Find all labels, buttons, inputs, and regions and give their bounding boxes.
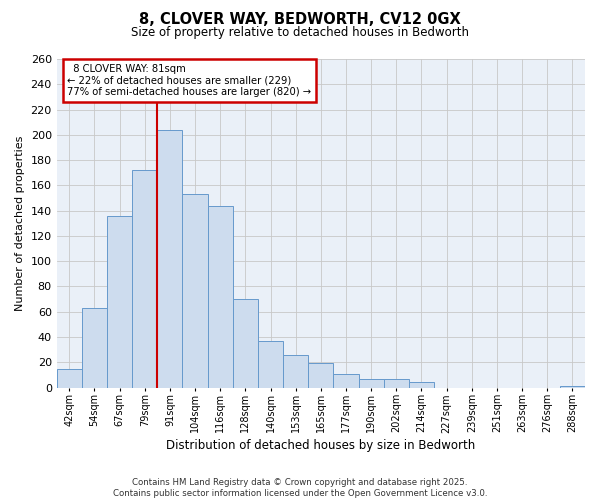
Bar	[359, 378, 384, 388]
Bar	[560, 386, 585, 388]
Bar	[56, 368, 82, 388]
X-axis label: Distribution of detached houses by size in Bedworth: Distribution of detached houses by size …	[166, 440, 475, 452]
Text: Contains HM Land Registry data © Crown copyright and database right 2025.
Contai: Contains HM Land Registry data © Crown c…	[113, 478, 487, 498]
Bar	[334, 374, 359, 388]
Bar	[82, 308, 107, 388]
Bar	[182, 194, 208, 388]
Bar	[208, 206, 233, 388]
Bar	[258, 341, 283, 388]
Bar	[157, 130, 182, 388]
Text: 8, CLOVER WAY, BEDWORTH, CV12 0GX: 8, CLOVER WAY, BEDWORTH, CV12 0GX	[139, 12, 461, 28]
Bar	[409, 382, 434, 388]
Y-axis label: Number of detached properties: Number of detached properties	[15, 136, 25, 311]
Bar	[233, 299, 258, 388]
Bar	[308, 364, 334, 388]
Bar	[107, 216, 132, 388]
Bar	[283, 354, 308, 388]
Bar	[132, 170, 157, 388]
Bar	[384, 378, 409, 388]
Text: 8 CLOVER WAY: 81sqm
← 22% of detached houses are smaller (229)
77% of semi-detac: 8 CLOVER WAY: 81sqm ← 22% of detached ho…	[67, 64, 311, 97]
Text: Size of property relative to detached houses in Bedworth: Size of property relative to detached ho…	[131, 26, 469, 39]
